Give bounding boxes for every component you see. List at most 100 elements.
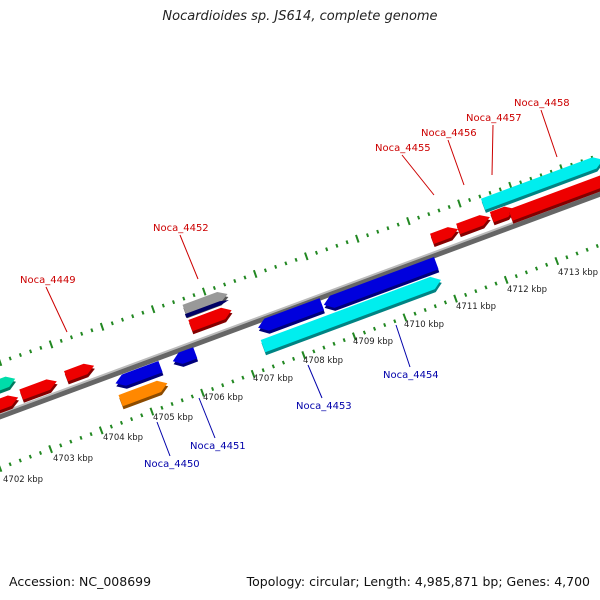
- gene-arrow-f4[interactable]: [64, 363, 95, 382]
- gene-arrow-r3[interactable]: [172, 347, 198, 364]
- tick-mark-lower: [332, 341, 336, 346]
- gene-label[interactable]: Noca_4452: [153, 223, 209, 234]
- tick-mark-upper: [48, 340, 54, 349]
- gene-arrow-f5[interactable]: [182, 292, 228, 316]
- gene-leader-line: [179, 234, 199, 280]
- tick-mark-lower: [524, 270, 528, 275]
- gene-arrow-f10[interactable]: [480, 157, 600, 210]
- tick-mark-upper: [345, 240, 349, 245]
- gene-arrow-f7[interactable]: [430, 227, 459, 244]
- tick-mark-upper: [355, 234, 360, 243]
- gene-label[interactable]: Noca_4455: [375, 143, 431, 154]
- tick-mark-upper: [468, 197, 472, 203]
- gene-leader-line: [156, 421, 171, 457]
- tick-mark-upper: [150, 305, 156, 314]
- tick-mark-lower: [342, 338, 346, 343]
- kbp-label: 4708 kbp: [303, 356, 343, 366]
- gene-arrow-f2[interactable]: [0, 395, 19, 412]
- gene-label[interactable]: Noca_4456: [421, 128, 477, 139]
- tick-mark-lower: [79, 435, 83, 440]
- tick-mark-lower: [322, 345, 326, 350]
- tick-mark-upper: [376, 229, 380, 234]
- tick-mark-lower: [18, 458, 22, 463]
- tick-mark-lower: [190, 394, 194, 399]
- tick-mark-upper: [90, 328, 94, 333]
- tick-mark-upper: [529, 176, 533, 181]
- gene-arrow-r4[interactable]: [258, 298, 325, 331]
- tick-mark-lower: [372, 326, 377, 331]
- tick-mark-upper: [488, 190, 492, 195]
- kbp-label: 4710 kbp: [404, 320, 444, 330]
- tick-mark-upper: [8, 356, 12, 361]
- gene-arrow-r6[interactable]: [260, 276, 441, 353]
- tick-mark-lower: [514, 274, 518, 279]
- tick-mark-upper: [141, 310, 145, 315]
- tick-mark-lower: [261, 368, 265, 373]
- kbp-label: 4707 kbp: [253, 374, 293, 384]
- tick-mark-upper: [335, 243, 339, 248]
- gene-label[interactable]: Noca_4449: [20, 275, 76, 286]
- tick-mark-upper: [417, 215, 421, 220]
- tick-mark-upper: [498, 187, 502, 192]
- gene-label[interactable]: Noca_4450: [144, 459, 200, 470]
- kbp-label: 4704 kbp: [103, 433, 143, 443]
- tick-mark-lower: [585, 247, 589, 252]
- map-title: Nocardioides sp. JS614, complete genome: [162, 9, 438, 24]
- gene-label[interactable]: Noca_4457: [466, 113, 522, 124]
- tick-mark-lower: [28, 454, 32, 459]
- tick-mark-upper: [172, 300, 176, 305]
- tick-mark-lower: [393, 319, 397, 324]
- gene-label[interactable]: Noca_4453: [296, 401, 352, 412]
- kbp-label: 4712 kbp: [507, 285, 547, 295]
- tick-mark-lower: [413, 311, 417, 316]
- tick-mark-lower: [231, 379, 235, 384]
- tick-mark-lower: [221, 383, 225, 388]
- tick-mark-lower: [474, 289, 478, 294]
- tick-mark-lower: [575, 251, 579, 256]
- tick-mark-lower: [48, 445, 53, 454]
- tick-mark-upper: [325, 247, 329, 252]
- gene-arrow-f1[interactable]: [0, 376, 16, 393]
- tick-mark-lower: [271, 364, 275, 369]
- tick-mark-lower: [200, 388, 205, 397]
- gene-arrow-f9[interactable]: [489, 206, 515, 223]
- tick-mark-upper: [69, 335, 74, 340]
- accession-text: Accession: NC_008699: [9, 574, 152, 589]
- tick-mark-lower: [484, 285, 488, 290]
- tick-mark-lower: [534, 266, 539, 271]
- tick-mark-upper: [212, 285, 216, 291]
- gene-arrow-band: [184, 300, 229, 318]
- gene-arrow-f3[interactable]: [19, 379, 57, 400]
- gene-leader-line: [540, 109, 558, 158]
- tick-mark-upper: [263, 268, 267, 273]
- gene-label[interactable]: Noca_4454: [383, 370, 439, 381]
- gene-leader-line: [307, 364, 323, 399]
- tick-mark-lower: [423, 307, 427, 313]
- gene-arrow-f11[interactable]: [508, 174, 600, 221]
- tick-mark-upper: [99, 322, 105, 331]
- gene-arrow-f8[interactable]: [456, 215, 490, 235]
- gene-label[interactable]: Noca_4451: [190, 441, 246, 452]
- kbp-label: 4709 kbp: [353, 337, 393, 347]
- kbp-label: 4713 kbp: [558, 268, 598, 278]
- gene-arrow-r1[interactable]: [118, 380, 168, 407]
- tick-mark-lower: [241, 375, 245, 380]
- feature-layer: [0, 157, 600, 414]
- tick-mark-lower: [59, 443, 63, 448]
- tick-mark-upper: [447, 204, 451, 210]
- gene-arrow-r2[interactable]: [115, 361, 163, 386]
- tick-mark-upper: [201, 287, 207, 296]
- tick-mark-upper: [59, 338, 63, 343]
- tick-mark-lower: [362, 330, 367, 335]
- gene-leader-line: [198, 397, 216, 439]
- gene-arrow-r5[interactable]: [323, 257, 439, 308]
- backbone-line-dark: [0, 190, 600, 420]
- tick-mark-lower: [351, 332, 357, 341]
- tick-mark-upper: [80, 331, 84, 336]
- gene-label[interactable]: Noca_4458: [514, 98, 570, 109]
- gene-leader-line: [491, 124, 494, 176]
- tick-mark-lower: [130, 417, 134, 422]
- tick-mark-upper: [39, 345, 43, 350]
- gene-arrow-f6[interactable]: [188, 307, 232, 332]
